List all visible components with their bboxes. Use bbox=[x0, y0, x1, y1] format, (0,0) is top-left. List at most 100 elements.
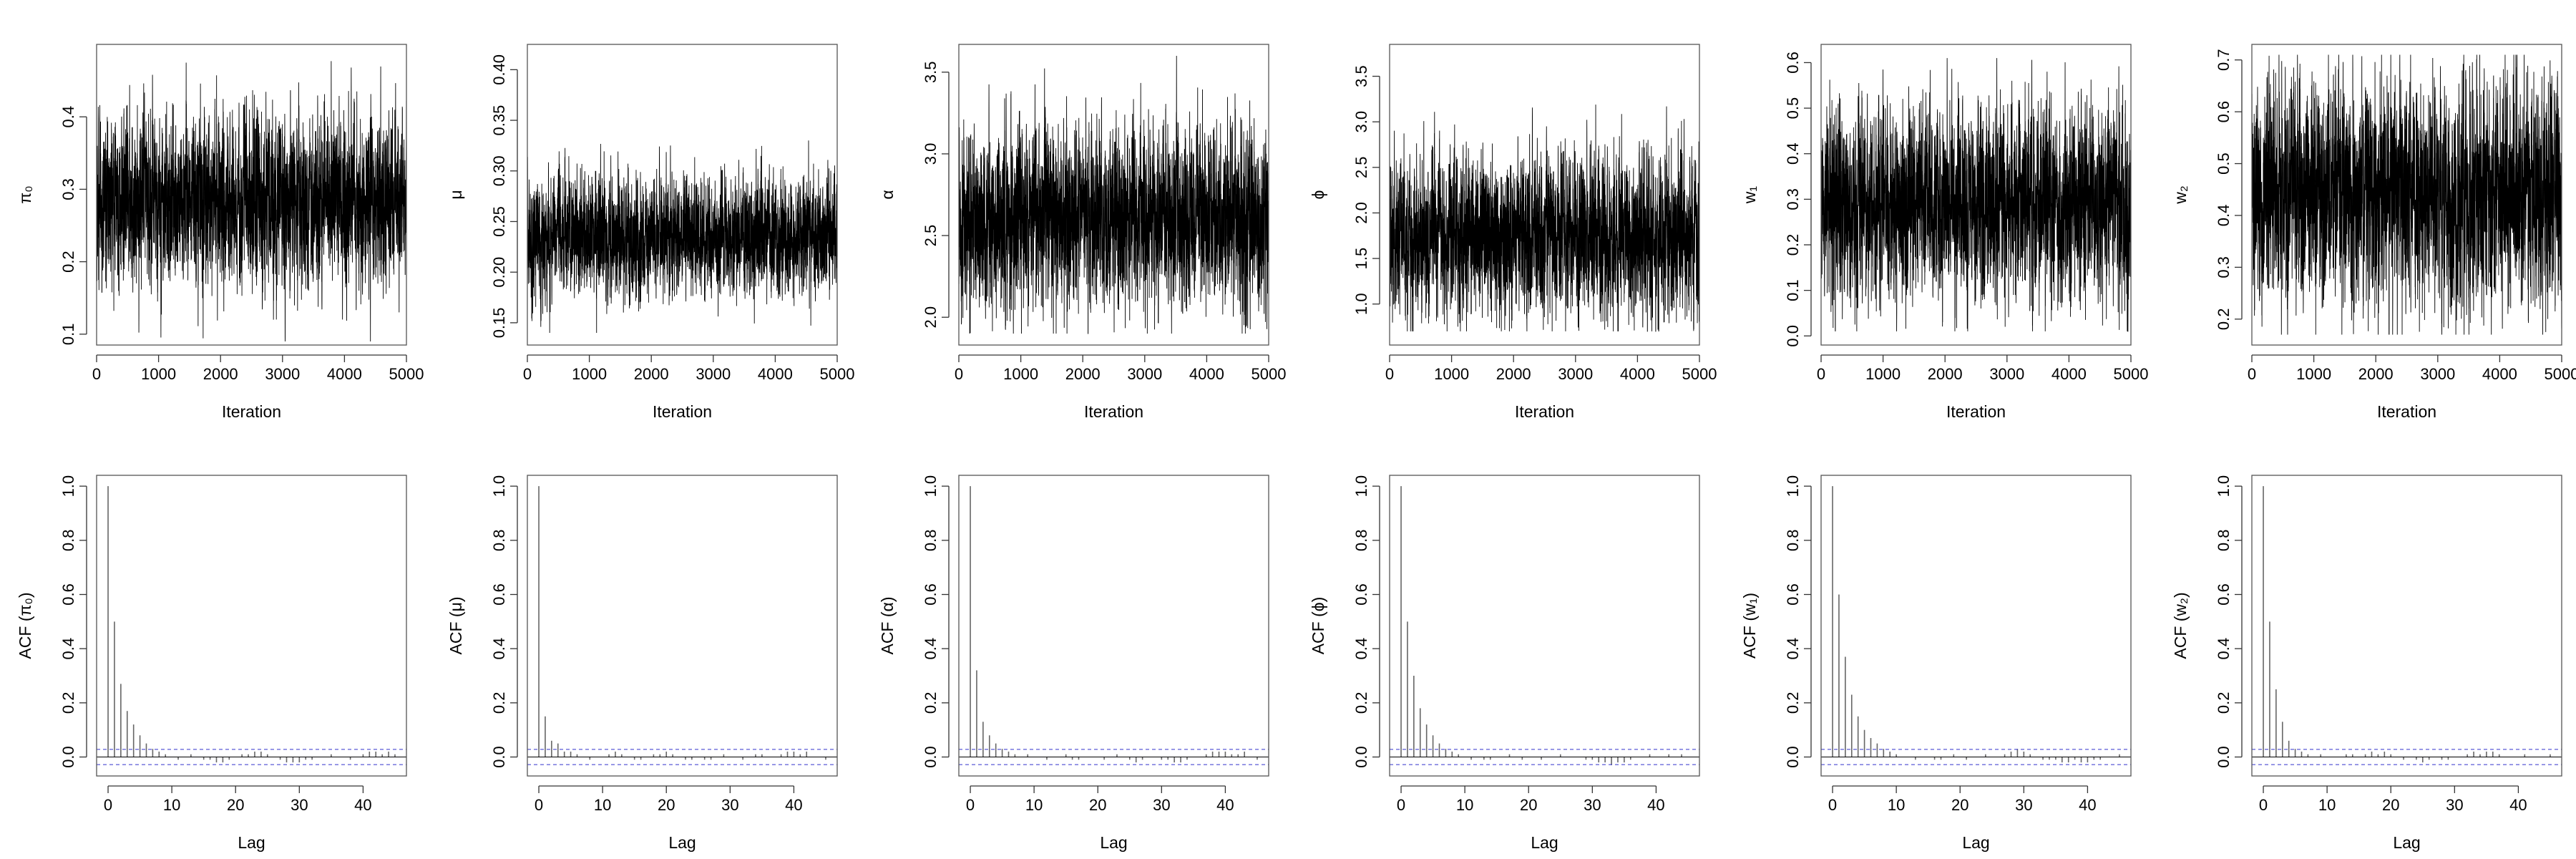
x-axis-label: Lag bbox=[1100, 833, 1127, 852]
x-tick-label: 5000 bbox=[2545, 365, 2576, 383]
x-tick-label: 5000 bbox=[389, 365, 424, 383]
y-tick-label: 0.0 bbox=[490, 746, 508, 768]
x-tick-label: 20 bbox=[1951, 796, 1968, 814]
y-tick-label: 0.4 bbox=[922, 638, 940, 660]
y-axis-label: ACF (μ) bbox=[447, 597, 465, 655]
y-tick-label: 0.3 bbox=[2215, 256, 2233, 278]
y-tick-label: 0.2 bbox=[490, 692, 508, 714]
x-axis-label: Iteration bbox=[222, 402, 281, 421]
y-tick-label: 2.0 bbox=[1352, 202, 1370, 224]
y-tick-label: 0.6 bbox=[2215, 583, 2233, 606]
plot-frame bbox=[958, 475, 1269, 777]
y-tick-label: 0.1 bbox=[1784, 279, 1802, 301]
x-axis-label: Lag bbox=[1531, 833, 1558, 852]
y-tick-label: 0.40 bbox=[490, 54, 508, 85]
y-tick-label: 0.5 bbox=[1784, 97, 1802, 120]
y-tick-label: 2.5 bbox=[922, 225, 940, 247]
y-tick-label: 0.0 bbox=[922, 746, 940, 768]
y-tick-label: 0.2 bbox=[2215, 308, 2233, 330]
y-tick-label: 0.35 bbox=[490, 105, 508, 136]
y-tick-label: 0.8 bbox=[922, 530, 940, 552]
y-axis-label: ACF (w₂) bbox=[2171, 592, 2190, 659]
plot-frame bbox=[96, 475, 407, 777]
x-tick-label: 3000 bbox=[265, 365, 300, 383]
x-tick-label: 2000 bbox=[634, 365, 669, 383]
y-tick-label: 0.0 bbox=[1352, 746, 1370, 768]
x-tick-label: 0 bbox=[1397, 796, 1405, 814]
plot-frame bbox=[958, 44, 1269, 346]
y-axis-label: ACF (α) bbox=[878, 596, 897, 654]
acf-plot-1: 0 10 20 30 40 Lag 0.0 0.2 0.4 0.6 0.8 1.0 ACF (μ) bbox=[447, 475, 838, 852]
x-tick-label: 20 bbox=[658, 796, 675, 814]
x-tick-label: 1000 bbox=[2296, 365, 2331, 383]
y-tick-label: 0.8 bbox=[1352, 530, 1370, 552]
y-tick-label: 0.8 bbox=[2215, 530, 2233, 552]
x-tick-label: 30 bbox=[1153, 796, 1170, 814]
y-tick-label: 0.0 bbox=[1784, 325, 1802, 347]
y-axis-label: ACF (w₁) bbox=[1740, 593, 1759, 659]
y-tick-label: 0.30 bbox=[490, 155, 508, 186]
y-tick-label: 0.0 bbox=[2215, 746, 2233, 768]
x-tick-label: 2000 bbox=[1065, 365, 1101, 383]
x-tick-label: 2000 bbox=[2358, 365, 2394, 383]
x-tick-label: 4000 bbox=[1620, 365, 1655, 383]
x-tick-label: 30 bbox=[721, 796, 738, 814]
x-tick-label: 30 bbox=[291, 796, 308, 814]
plot-frame bbox=[1389, 44, 1700, 346]
x-tick-label: 5000 bbox=[2114, 365, 2149, 383]
x-axis-label: Iteration bbox=[1946, 402, 2006, 421]
x-tick-label: 5000 bbox=[1252, 365, 1287, 383]
trace-plot-2: 0 1000 2000 3000 4000 5000 Iteration 2.0 2.5 3.0 3… bbox=[878, 44, 1286, 421]
y-axis-label: π₀ bbox=[16, 185, 34, 203]
y-tick-label: 0.2 bbox=[1352, 692, 1370, 714]
trace-plot-3: 0 1000 2000 3000 4000 5000 Iteration 1.0 1.5 2.0 2… bbox=[1309, 44, 1717, 421]
y-tick-label: 0.2 bbox=[59, 251, 77, 273]
y-tick-label: 0.0 bbox=[59, 746, 77, 768]
trace-line bbox=[1820, 58, 2132, 332]
y-tick-label: 1.0 bbox=[1352, 293, 1370, 315]
x-tick-label: 1000 bbox=[1434, 365, 1469, 383]
y-tick-label: 1.0 bbox=[490, 475, 508, 498]
y-axis-label: μ bbox=[447, 190, 465, 199]
x-tick-label: 0 bbox=[535, 796, 543, 814]
x-tick-label: 2000 bbox=[1928, 365, 1963, 383]
y-axis-label: α bbox=[878, 190, 897, 199]
x-tick-label: 10 bbox=[594, 796, 611, 814]
y-tick-label: 1.0 bbox=[1784, 475, 1802, 498]
y-tick-label: 0.4 bbox=[1784, 638, 1802, 660]
x-tick-label: 30 bbox=[1584, 796, 1601, 814]
x-tick-label: 0 bbox=[966, 796, 975, 814]
plot-frame bbox=[527, 44, 838, 346]
trace-line bbox=[527, 140, 838, 334]
y-tick-label: 0.5 bbox=[2215, 152, 2233, 175]
x-tick-label: 20 bbox=[227, 796, 244, 814]
trace-line bbox=[96, 61, 407, 341]
x-tick-label: 4000 bbox=[327, 365, 362, 383]
trace-line bbox=[2251, 54, 2562, 335]
x-tick-label: 5000 bbox=[820, 365, 855, 383]
x-tick-label: 10 bbox=[2318, 796, 2336, 814]
x-tick-label: 30 bbox=[2015, 796, 2032, 814]
acf-plot-0: 0 10 20 30 40 Lag 0.0 0.2 0.4 0.6 0.8 1.0 ACF (π₀) bbox=[16, 475, 407, 852]
y-tick-label: 0.6 bbox=[2215, 101, 2233, 123]
y-tick-label: 0.20 bbox=[490, 257, 508, 288]
x-tick-label: 0 bbox=[2248, 365, 2256, 383]
trace-plot-1: 0 1000 2000 3000 4000 5000 Iteration 0.15 0.20 0.… bbox=[447, 44, 854, 421]
y-tick-label: 3.0 bbox=[1352, 111, 1370, 133]
x-tick-label: 10 bbox=[1888, 796, 1905, 814]
x-tick-label: 0 bbox=[1385, 365, 1394, 383]
x-tick-label: 1000 bbox=[141, 365, 176, 383]
x-tick-label: 1000 bbox=[1003, 365, 1038, 383]
x-axis-label: Iteration bbox=[1515, 402, 1574, 421]
x-tick-label: 5000 bbox=[1682, 365, 1717, 383]
trace-plot-4: 0 1000 2000 3000 4000 5000 Iteration 0.0 0.1 0.2 0… bbox=[1740, 44, 2148, 421]
plot-frame bbox=[96, 44, 407, 346]
x-tick-label: 3000 bbox=[1989, 365, 2024, 383]
x-tick-label: 0 bbox=[1817, 365, 1825, 383]
x-tick-label: 1000 bbox=[572, 365, 607, 383]
x-tick-label: 0 bbox=[2259, 796, 2268, 814]
x-axis-label: Lag bbox=[1962, 833, 1989, 852]
x-tick-label: 40 bbox=[2509, 796, 2527, 814]
x-axis-label: Lag bbox=[2393, 833, 2420, 852]
x-tick-label: 40 bbox=[785, 796, 802, 814]
